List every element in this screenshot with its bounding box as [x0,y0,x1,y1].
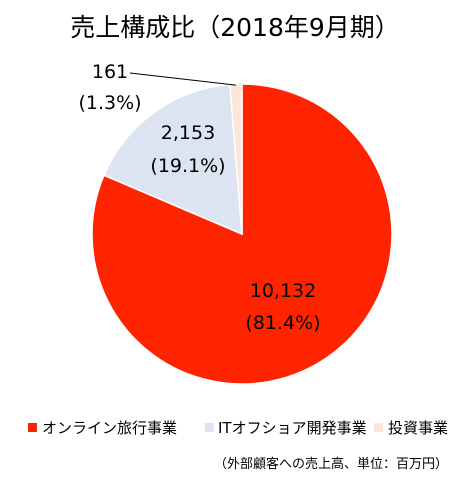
legend-swatch-it-offshore [205,423,214,432]
label-percent-it-offshore: (19.1%) [150,155,225,177]
pie-slices [91,83,393,385]
chart-title: 売上構成比（2018年9月期） [70,13,400,42]
leader-line [129,72,236,86]
legend: オンライン旅行事業 ITオフショア開発事業 投資事業 [28,419,448,437]
legend-swatch-investment [374,423,383,432]
label-percent-online-travel: (81.4%) [245,312,320,334]
label-value-it-offshore: 2,153 [161,122,215,144]
label-value-online-travel: 10,132 [250,280,316,302]
slice-online-travel [91,83,393,385]
slice-it-offshore [103,83,243,236]
legend-label-it-offshore: ITオフショア開発事業 [218,419,367,437]
label-percent-investment: (1.3%) [78,92,141,114]
legend-label-online-travel: オンライン旅行事業 [42,419,177,437]
legend-label-investment: 投資事業 [388,419,448,437]
label-value-investment: 161 [92,61,128,83]
legend-swatch-online-travel [28,423,37,432]
unit-note: （外部顧客への売上高、単位：百万円） [214,456,448,472]
